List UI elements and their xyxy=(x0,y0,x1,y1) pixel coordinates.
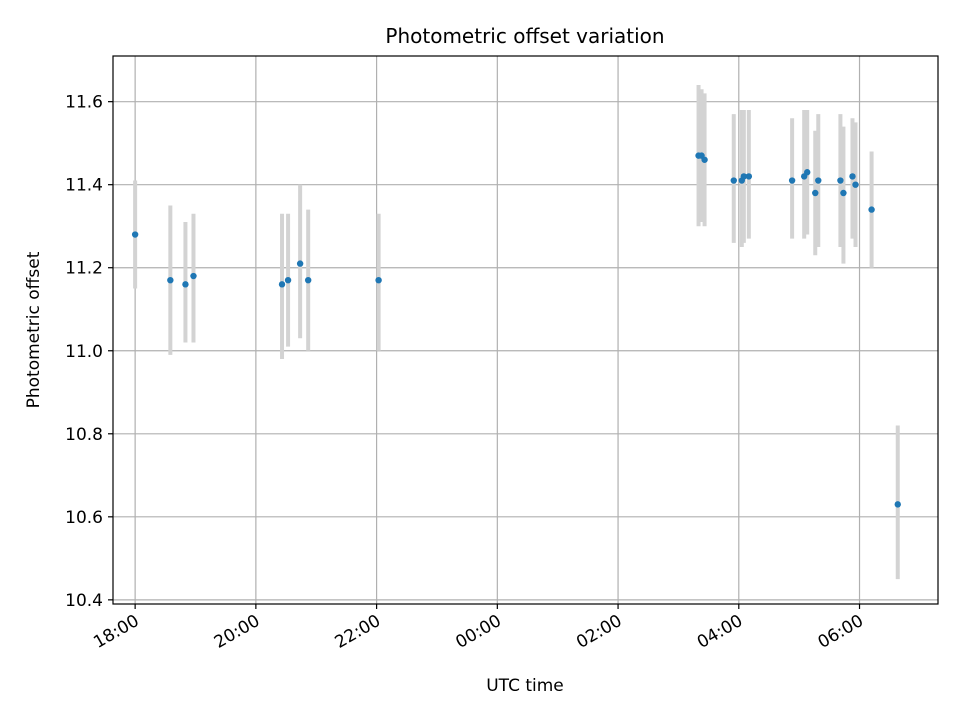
data-point xyxy=(278,281,286,288)
y-axis-title: Photometric offset xyxy=(24,251,44,408)
y-tick-label: 11.6 xyxy=(65,93,103,113)
data-point xyxy=(182,281,189,288)
x-axis-title: UTC time xyxy=(486,676,564,696)
plot-frame xyxy=(112,55,939,605)
data-point xyxy=(190,272,197,280)
data-point xyxy=(868,206,875,213)
data-point xyxy=(131,231,139,238)
data-point xyxy=(837,177,844,184)
data-point xyxy=(296,260,304,267)
data-point xyxy=(167,276,174,284)
data-point xyxy=(788,177,796,184)
data-point xyxy=(284,276,292,284)
data-point xyxy=(745,173,753,180)
y-tick-label: 10.4 xyxy=(65,591,103,611)
y-axis: 10.4 10.6 10.8 11.0 11.2 11.4 11.6 xyxy=(65,93,113,611)
data-points xyxy=(131,152,901,508)
data-point xyxy=(812,189,819,197)
data-point xyxy=(815,177,822,184)
plot-background xyxy=(113,56,938,604)
plot-area xyxy=(112,55,939,605)
chart-title: Photometric offset variation xyxy=(385,24,664,48)
y-tick-label: 10.6 xyxy=(65,508,103,528)
data-point xyxy=(375,276,382,284)
data-point xyxy=(804,169,811,176)
data-point xyxy=(701,156,708,163)
data-point xyxy=(849,173,856,180)
y-tick-label: 10.8 xyxy=(65,425,103,445)
y-tick-label: 11.0 xyxy=(65,342,103,362)
data-point xyxy=(894,501,901,508)
y-tick-label: 11.4 xyxy=(65,176,103,196)
data-point xyxy=(730,177,737,184)
data-point xyxy=(852,181,859,188)
data-point xyxy=(304,276,312,284)
grid xyxy=(113,56,938,604)
data-point xyxy=(740,173,748,180)
data-point xyxy=(840,189,847,197)
y-tick-label: 11.2 xyxy=(65,259,103,279)
